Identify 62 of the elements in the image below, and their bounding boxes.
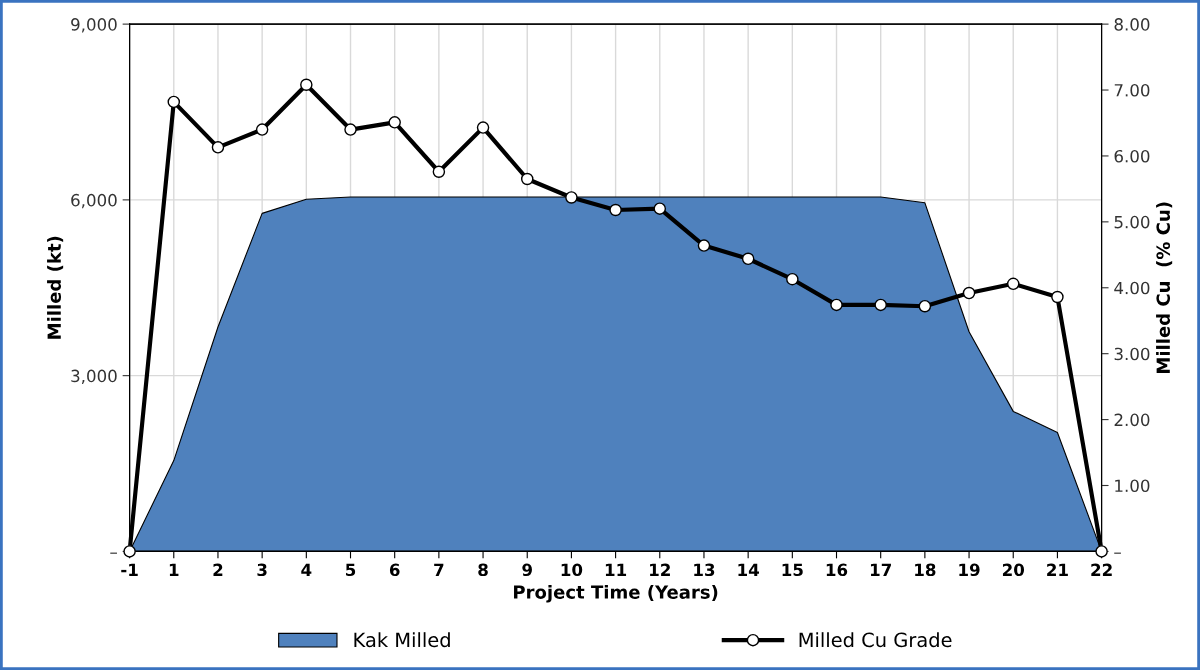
point [300,78,313,92]
point [344,123,357,136]
x-tick-label: 7 [434,563,444,576]
x-tick-label: 18 [915,563,936,577]
point [432,165,446,179]
x-tick-label: 5 [346,563,356,577]
x-tick-label: 16 [826,563,848,577]
x-tick-label: 20 [1002,563,1025,577]
y2-tick-label: 2.00 [1114,413,1150,427]
point [388,116,401,129]
y2-tick-label: 7.00 [1114,83,1150,97]
point [830,298,843,312]
point [255,123,269,136]
point [653,202,667,215]
x-tick-label: 1 [169,563,179,576]
point [609,203,622,217]
x-tick-label: 4 [301,563,312,576]
y2-tick-label: 1.00 [1115,479,1150,493]
y2-tick-label: 6.00 [1114,149,1150,163]
y-tick-label: – [110,552,117,554]
point [211,141,225,154]
point [918,299,932,313]
x-tick-label: 2 [213,563,223,576]
legend-label: Milled Cu Grade [799,632,952,648]
point [786,272,799,286]
point [874,298,887,312]
point [741,252,755,266]
x-tick-label: 13 [694,563,715,577]
point [520,172,534,186]
x-tick-label: 6 [389,563,400,577]
x-tick-label: 12 [650,563,670,576]
point [962,286,976,300]
y-tick-label: 9,000 [71,18,117,33]
legend-label: Kak Milled [354,632,450,648]
x-tick-label: 17 [870,563,891,576]
y2-tick-label: 3.00 [1114,347,1150,361]
x-tick-label: 11 [605,563,627,576]
y2-tick-label: 4.00 [1114,281,1150,295]
x-tick-label: -1 [121,563,138,576]
point [167,95,181,109]
y2-tick-label: 8.00 [1114,18,1150,31]
point [697,239,711,252]
y2-axis-title: Milled Cu (% Cu) [1156,202,1173,373]
x-tick-label: 15 [782,563,803,577]
point [565,191,578,204]
point [476,121,490,134]
x-tick-label: 10 [561,563,583,577]
x-tick-label: 9 [522,563,532,577]
y-tick-label: 6,000 [71,193,117,209]
y2-tick-label: 5.00 [1114,215,1150,229]
x-tick-label: 21 [1047,563,1068,576]
y2-tick-label: – [1114,552,1121,554]
y-axis-title: Milled (kt) [47,236,64,339]
x-axis-title: Project Time (Years) [514,584,718,603]
point [1051,290,1064,304]
x-tick-label: 8 [478,563,488,577]
y-tick-label: 3,000 [71,369,117,384]
point [1006,277,1020,291]
x-tick-label: 19 [959,563,980,577]
x-tick-label: 14 [738,563,759,576]
x-tick-label: 22 [1091,563,1112,576]
x-tick-label: 3 [257,563,267,577]
